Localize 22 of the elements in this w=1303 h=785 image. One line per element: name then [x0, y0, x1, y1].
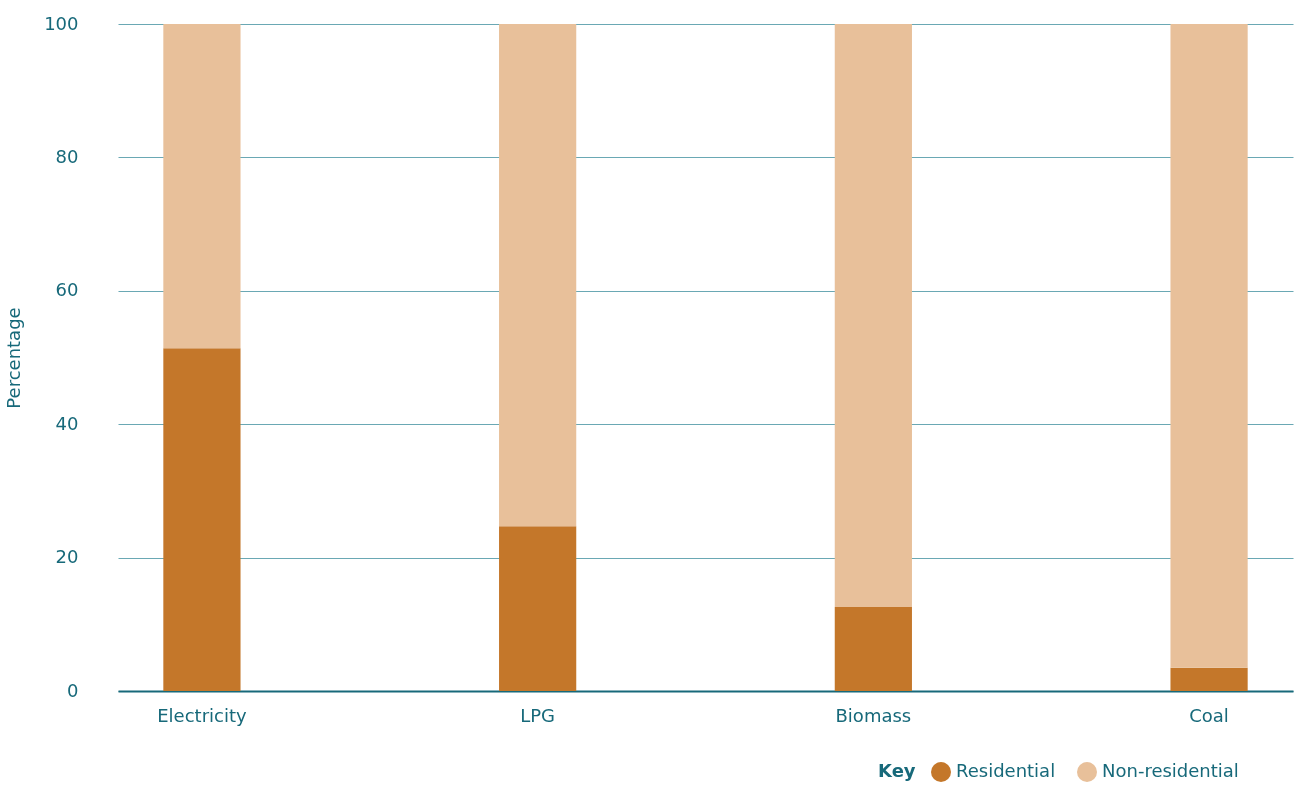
bar [834, 606, 912, 691]
y-axis-title: Percentage [3, 307, 25, 409]
y-tick-label: 0 [67, 679, 79, 701]
bar [499, 24, 577, 527]
y-tick-label: 40 [55, 412, 79, 434]
y-tick-label: 20 [55, 546, 79, 568]
bar [499, 526, 577, 691]
legend-label: Residential [956, 760, 1056, 781]
y-tick-label: 60 [55, 279, 79, 301]
bar [163, 348, 241, 691]
x-tick-label: LPG [520, 704, 556, 726]
x-tick-label: Electricity [157, 704, 247, 726]
x-tick-label: Biomass [835, 704, 912, 726]
bar [1170, 667, 1248, 691]
x-tick-label: Coal [1189, 704, 1229, 726]
y-tick-label: 80 [55, 145, 79, 167]
legend-label: Non-residential [1102, 760, 1239, 781]
bar [163, 24, 241, 349]
legend-title: Key [878, 760, 916, 781]
bar [834, 24, 912, 607]
bar [1170, 24, 1248, 668]
y-tick-label: 100 [44, 12, 79, 34]
